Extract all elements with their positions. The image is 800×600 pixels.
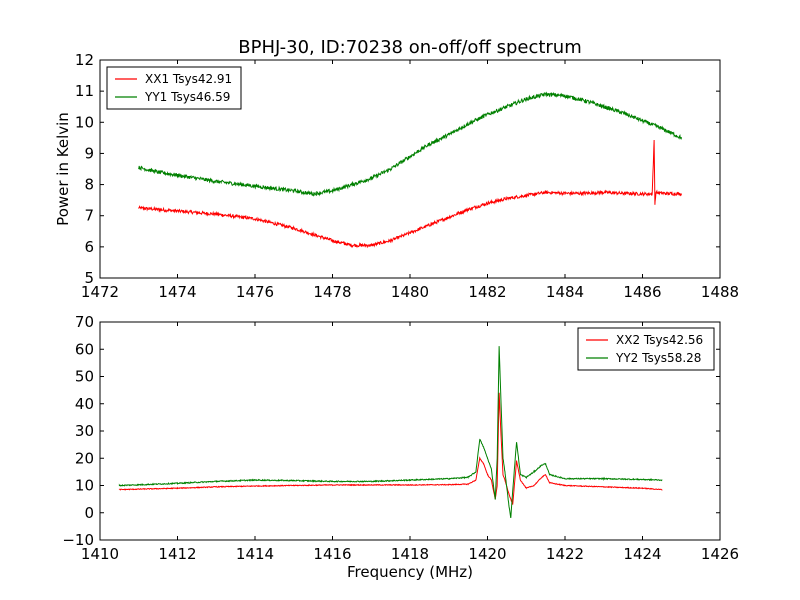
y-tick-label: 10 [75, 113, 94, 131]
x-tick-label: 1420 [468, 545, 506, 563]
y-tick-label: −10 [62, 531, 94, 549]
x-tick-label: 1486 [623, 283, 661, 301]
x-tick-label: 1414 [236, 545, 274, 563]
y-tick-label: 9 [84, 144, 94, 162]
y-tick-label: 50 [75, 368, 94, 386]
x-tick-label: 1472 [81, 283, 119, 301]
y-tick-label: 0 [84, 504, 94, 522]
x-tick-label: 1422 [546, 545, 584, 563]
x-tick-label: 1474 [158, 283, 196, 301]
series-line-2 [138, 91, 682, 197]
y-tick-label: 70 [75, 313, 94, 331]
series-line-1 [118, 392, 663, 505]
y-axis-label: Power in Kelvin [54, 112, 72, 226]
y-tick-label: 11 [75, 82, 94, 100]
x-tick-label: 1488 [701, 283, 739, 301]
x-axis-label: Frequency (MHz) [347, 563, 473, 581]
plots-container: 1472 1474 1476 1478 1480 1482 1484 1486 1488 5 6 7 8… [54, 51, 739, 581]
y-tick-label: 12 [75, 51, 94, 69]
y-tick-label: 30 [75, 422, 94, 440]
legend: XX2 Tsys42.56 YY2 Tsys58.28 [577, 327, 715, 371]
x-tick-label: 1416 [313, 545, 351, 563]
x-tick-label: 1484 [546, 283, 584, 301]
y-tick-label: 5 [84, 269, 94, 287]
plot-panel-1: 1472 1474 1476 1478 1480 1482 1484 1486 1488 5 6 7 8… [54, 51, 739, 301]
y-tick-label: 10 [75, 477, 94, 495]
x-tick-label: 1412 [158, 545, 196, 563]
x-tick-label: 1482 [468, 283, 506, 301]
y-tick-label: 20 [75, 449, 94, 467]
y-tick-label: 7 [84, 207, 94, 225]
x-tick-label: 1476 [236, 283, 274, 301]
y-tick-label: 60 [75, 340, 94, 358]
x-tick-label: 1426 [701, 545, 739, 563]
legend-box [106, 66, 242, 110]
y-tick-label: 40 [75, 395, 94, 413]
legend-box [577, 327, 715, 371]
y-tick-label: 6 [84, 238, 94, 256]
legend-label: XX1 Tsys42.91 [145, 72, 232, 86]
legend-label: YY1 Tsys46.59 [144, 90, 230, 104]
chart-title: BPHJ-30, ID:70238 on-off/off spectrum [238, 37, 582, 58]
x-tick-label: 1410 [81, 545, 119, 563]
x-tick-label: 1478 [313, 283, 351, 301]
x-tick-label: 1418 [391, 545, 429, 563]
legend: XX1 Tsys42.91 YY1 Tsys46.59 [106, 66, 242, 110]
series-line-1 [138, 140, 682, 249]
plot-panel-2: 1410 1412 1414 1416 1418 1420 1422 1424 1426 −10 0… [62, 313, 739, 581]
x-tick-label: 1424 [623, 545, 661, 563]
y-tick-label: 8 [84, 176, 94, 194]
series-line-2 [118, 346, 663, 519]
legend-label: YY2 Tsys58.28 [615, 351, 701, 365]
legend-label: XX2 Tsys42.56 [616, 333, 703, 347]
x-tick-label: 1480 [391, 283, 429, 301]
